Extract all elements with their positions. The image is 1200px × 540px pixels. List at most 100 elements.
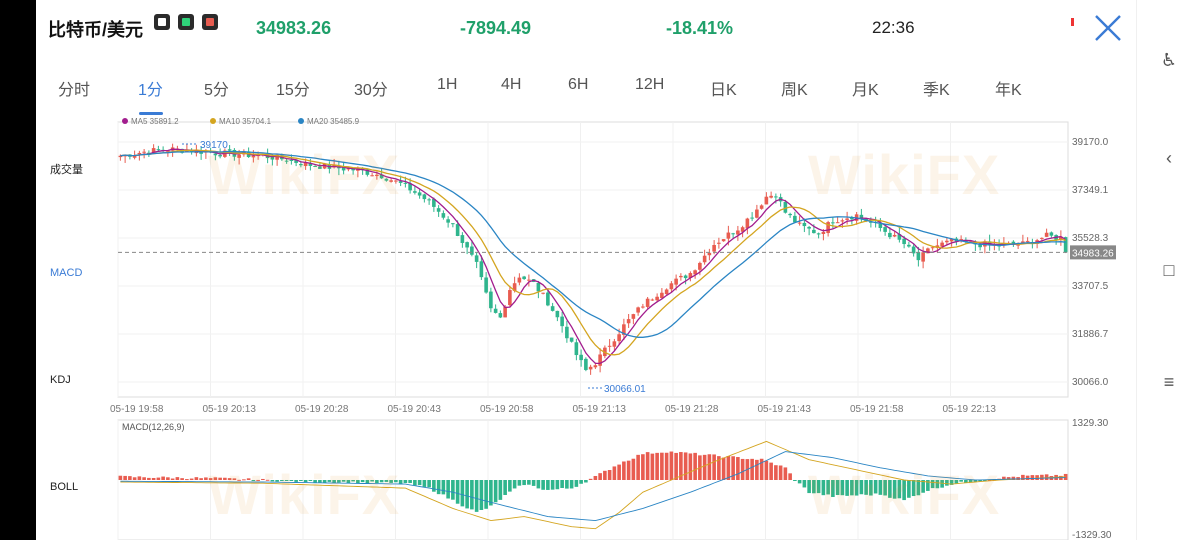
tab-30m[interactable]: 30分 [354, 82, 388, 99]
indicator-kdj[interactable]: KDJ [50, 374, 71, 386]
candle [968, 241, 973, 243]
macd-bar [802, 480, 807, 488]
tab-12h[interactable]: 12H [635, 76, 665, 93]
download-icon[interactable] [154, 14, 170, 30]
home-square-icon[interactable]: □ [1163, 260, 1175, 280]
macd-bar [869, 480, 873, 496]
macd-bar [759, 458, 764, 480]
close-icon[interactable] [1092, 12, 1124, 44]
macd-bar [731, 456, 735, 480]
macd-bar [375, 480, 379, 484]
candle [289, 159, 294, 161]
candle [1021, 241, 1025, 244]
macd-bar [536, 480, 541, 489]
macd-bar [930, 480, 935, 489]
macd-bar [479, 480, 484, 510]
macd-bar [498, 480, 503, 500]
macd-bar [341, 480, 346, 482]
macd-bar [983, 480, 987, 481]
candle [489, 291, 493, 309]
tab-1h[interactable]: 1H [437, 76, 458, 93]
macd-bar [968, 480, 973, 483]
tab-quarter[interactable]: 季K [923, 82, 950, 99]
macd-bar [294, 480, 298, 482]
candle [294, 160, 298, 163]
kline-chart[interactable]: 05-19 19:58 05-19 20:13 05-19 20:28 05-19 2… [110, 112, 1140, 540]
tab-month[interactable]: 月K [852, 82, 879, 99]
macd-bar [774, 465, 778, 480]
grid-icon[interactable] [202, 14, 218, 30]
x-tick-label: 05-19 20:43 [388, 404, 442, 415]
macd-bar [679, 452, 683, 480]
candle [607, 345, 612, 347]
macd-bar [911, 480, 916, 497]
tab-1m[interactable]: 1分 [138, 82, 163, 99]
macd-bar [360, 480, 365, 483]
macd-bar [607, 470, 612, 480]
tab-timeshare[interactable]: 分时 [58, 82, 91, 99]
candle [527, 279, 531, 281]
timeframe-tabs: 分时 1分 5分 15分 30分 1H 4H 6H 12H 日K 周K 月K 季… [36, 68, 1136, 116]
macd-bar [422, 480, 427, 487]
candle [622, 324, 626, 335]
indicator-boll[interactable]: BOLL [50, 481, 79, 493]
macd-bar [185, 479, 189, 481]
macd-bar [797, 480, 802, 484]
alert-dot [1071, 18, 1074, 26]
candle [588, 366, 593, 370]
macd-bar [370, 480, 374, 482]
indicator-macd[interactable]: MACD [50, 267, 83, 279]
macd-bar [769, 462, 773, 480]
macd-bar [598, 473, 602, 480]
macd-bar [574, 480, 579, 487]
candle [365, 169, 370, 175]
macd-bar [394, 480, 398, 483]
tab-4h[interactable]: 4H [501, 76, 522, 93]
candle [978, 244, 982, 248]
y-tick-label: 31886.7 [1072, 329, 1109, 340]
macd-bar [299, 480, 303, 481]
menu-icon[interactable]: ≡ [1163, 372, 1175, 392]
macd-bar [199, 478, 203, 480]
macd-bar [484, 480, 488, 509]
macd-bar [398, 480, 403, 484]
tab-15m[interactable]: 15分 [276, 82, 310, 99]
accessibility-icon[interactable]: ♿ [1160, 50, 1178, 70]
macd-bar [284, 480, 289, 481]
candle [679, 275, 683, 278]
chart-area[interactable]: 05-19 19:58 05-19 20:13 05-19 20:28 05-19 2… [110, 112, 1140, 540]
macd-bar [1006, 477, 1011, 480]
macd-bar [636, 454, 640, 480]
macd-bar [664, 452, 669, 480]
macd-bar [265, 479, 270, 481]
tab-year[interactable]: 年K [995, 82, 1022, 99]
macd-bar [527, 480, 531, 485]
macd-bar [213, 477, 218, 480]
candle [313, 165, 317, 167]
macd-bar [346, 480, 351, 484]
macd-bar [470, 480, 474, 510]
tab-6h[interactable]: 6H [568, 76, 589, 93]
macd-bar [147, 477, 151, 480]
indicator-volume[interactable]: 成交量 [50, 164, 83, 176]
tab-5m[interactable]: 5分 [204, 82, 229, 99]
tab-week[interactable]: 周K [781, 82, 808, 99]
candle [1063, 237, 1068, 253]
candle [750, 217, 754, 219]
chat-icon[interactable] [178, 14, 194, 30]
candle [897, 234, 902, 240]
candle [446, 219, 450, 223]
macd-bar [237, 479, 241, 481]
candle [598, 354, 602, 366]
main-panel-frame [117, 121, 1069, 398]
y-tick-label: 37349.1 [1072, 185, 1109, 196]
ma10-line [120, 149, 1066, 356]
macd-bar [351, 480, 355, 482]
macd-bar [793, 480, 797, 481]
pair-title: 比特币/美元 [48, 20, 144, 40]
tab-day[interactable]: 日K [710, 82, 737, 99]
candle [560, 316, 564, 327]
macd-bar [892, 480, 897, 499]
back-arrow-icon[interactable]: ‹ [1166, 148, 1172, 168]
macd-bar [712, 454, 716, 480]
